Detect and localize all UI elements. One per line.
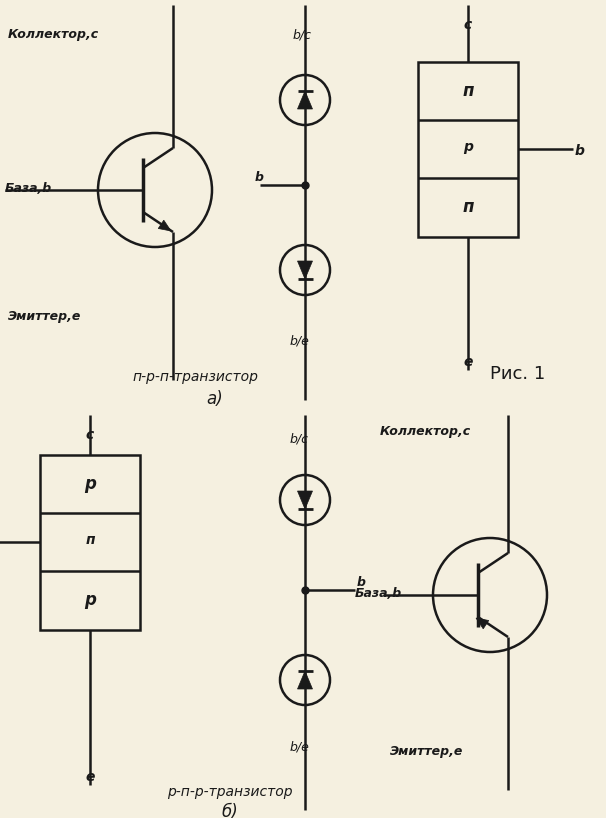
Text: р: р [463,140,473,154]
Text: п: п [462,82,474,100]
Polygon shape [158,220,171,231]
Polygon shape [298,261,313,279]
Text: р-п-р-транзистор: р-п-р-транзистор [167,785,293,799]
Text: b: b [255,171,264,184]
Text: b/e: b/e [290,740,310,753]
Text: Коллектор,c: Коллектор,c [380,425,471,438]
Text: b/c: b/c [290,432,309,445]
Polygon shape [298,671,313,689]
Polygon shape [476,618,489,629]
Text: Эмиттер,e: Эмиттер,e [8,310,81,323]
Text: b/e: b/e [290,335,310,348]
Bar [418,62,518,237]
Text: b: b [357,576,366,589]
Text: Коллектор,c: Коллектор,c [8,28,99,41]
Text: Эмиттер,e: Эмиттер,e [390,745,464,758]
Polygon shape [298,91,313,109]
Text: e: e [463,355,472,369]
Text: b/c: b/c [293,28,312,41]
Text: c: c [463,18,471,32]
Text: п-р-п-транзистор: п-р-п-транзистор [132,370,258,384]
Polygon shape [298,491,313,509]
Text: Рис. 1: Рис. 1 [490,365,545,383]
Text: а): а) [207,390,224,408]
Text: База,b: База,b [355,587,402,600]
Text: б): б) [222,803,238,818]
Text: п: п [85,533,95,547]
Bar [40,455,140,630]
Text: e: e [85,770,95,784]
Text: р: р [84,591,96,609]
Text: b: b [575,144,585,158]
Text: п: п [462,198,474,216]
Text: р: р [84,475,96,493]
Text: База,b: База,b [5,182,52,195]
Text: c: c [85,428,93,442]
